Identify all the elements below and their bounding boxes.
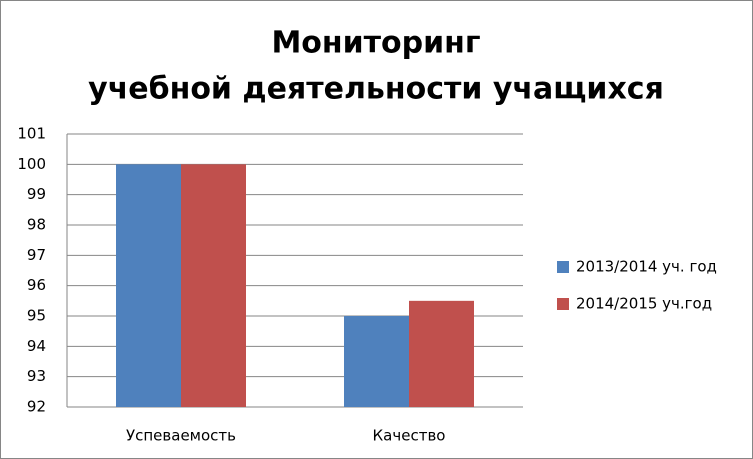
y-tick-label: 93: [27, 367, 46, 385]
bar: [344, 316, 409, 407]
legend-swatch: [557, 261, 569, 273]
bar: [116, 164, 181, 407]
bar: [409, 300, 474, 407]
y-tick-label: 99: [27, 185, 46, 203]
y-tick-label: 96: [27, 276, 46, 294]
y-tick-label: 101: [17, 125, 46, 143]
y-tick-label: 95: [27, 307, 46, 325]
chart-title: учебной деятельности учащихся: [88, 72, 664, 107]
x-tick-label: Качество: [373, 427, 446, 445]
x-tick-label: Успеваемость: [126, 427, 236, 445]
y-tick-label: 97: [27, 246, 46, 264]
legend-label: 2013/2014 уч. год: [576, 258, 717, 276]
y-tick-label: 100: [17, 155, 46, 173]
legend-label: 2014/2015 уч.год: [576, 295, 712, 313]
y-tick-label: 94: [27, 337, 46, 355]
chart-title: Мониторинг: [271, 26, 480, 61]
y-tick-label: 92: [27, 398, 46, 416]
legend-swatch: [557, 298, 569, 310]
bar: [181, 164, 246, 407]
y-tick-label: 98: [27, 216, 46, 234]
